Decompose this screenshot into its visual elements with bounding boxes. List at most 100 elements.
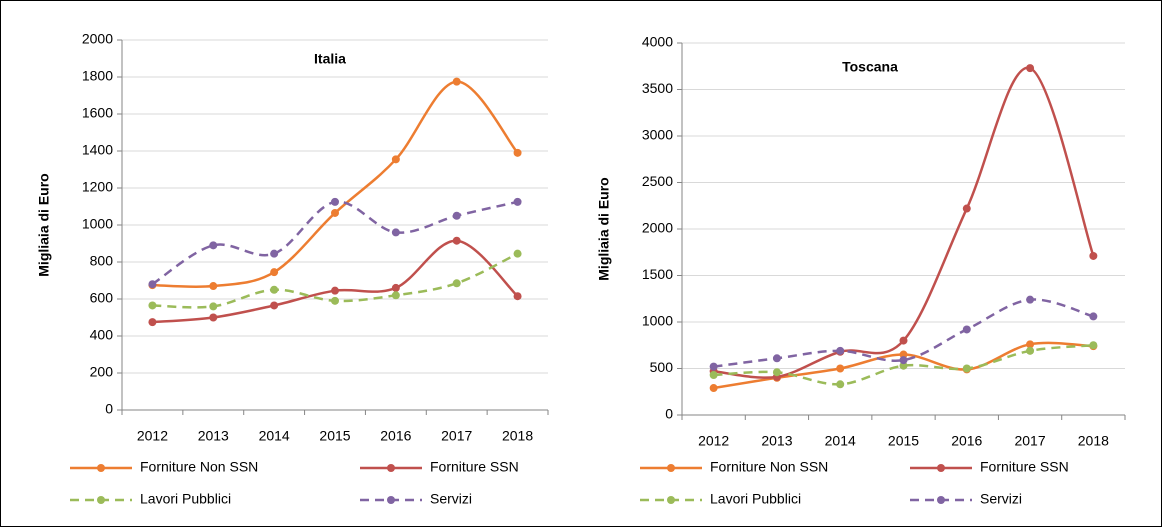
data-point (513, 249, 522, 258)
data-point (270, 285, 279, 294)
data-point (1089, 312, 1098, 321)
data-point (899, 361, 908, 370)
data-point (772, 368, 781, 377)
data-point (836, 380, 845, 389)
legend-label: Lavori Pubblici (140, 491, 231, 507)
x-tick-label: 2013 (761, 433, 792, 449)
data-point (452, 77, 461, 86)
data-point (209, 241, 218, 250)
legend-label: Lavori Pubblici (710, 491, 801, 507)
y-tick-label: 1000 (642, 313, 673, 329)
x-tick-label: 2015 (888, 433, 919, 449)
data-point (391, 283, 400, 292)
y-tick-label: 600 (90, 290, 114, 306)
data-point (513, 148, 522, 157)
data-point (899, 336, 908, 345)
data-point (709, 362, 718, 371)
x-tick-label: 2015 (319, 428, 350, 444)
y-tick-label: 500 (650, 359, 674, 375)
data-point (962, 204, 971, 213)
y-tick-label: 800 (90, 253, 114, 269)
y-axis-title: Migliaia di Euro (36, 173, 52, 276)
y-tick-label: 3500 (642, 80, 673, 96)
x-tick-label: 2018 (1078, 433, 1109, 449)
legend-label: Forniture SSN (430, 459, 519, 475)
legend-marker (937, 464, 945, 472)
data-point (513, 197, 522, 206)
data-point (270, 268, 279, 277)
data-point (209, 302, 218, 311)
y-tick-label: 1000 (82, 216, 113, 232)
data-point (391, 228, 400, 237)
data-point (148, 301, 157, 310)
x-tick-label: 2012 (698, 433, 729, 449)
data-point (513, 292, 522, 301)
data-point (331, 296, 339, 305)
legend-marker (937, 496, 945, 504)
y-tick-label: 3000 (642, 127, 673, 143)
x-tick-label: 2018 (502, 428, 533, 444)
chart-title: Italia (314, 51, 346, 67)
x-tick-label: 2017 (1014, 433, 1045, 449)
y-tick-label: 1800 (82, 68, 113, 84)
y-tick-label: 4000 (642, 34, 673, 50)
data-point (270, 249, 279, 258)
y-tick-label: 1400 (82, 142, 113, 158)
y-axis-title: Migliaia di Euro (596, 177, 612, 280)
x-tick-label: 2012 (137, 428, 168, 444)
legend-label: Forniture Non SSN (710, 459, 828, 475)
data-point (391, 155, 400, 164)
x-tick-label: 2014 (259, 428, 290, 444)
x-tick-label: 2014 (825, 433, 856, 449)
data-point (836, 346, 845, 355)
legend-label: Forniture Non SSN (140, 459, 258, 475)
x-tick-label: 2017 (441, 428, 472, 444)
legend-marker (387, 496, 395, 504)
data-point (962, 325, 971, 334)
data-point (209, 282, 218, 291)
data-point (709, 371, 718, 380)
legend-marker (667, 464, 675, 472)
data-point (148, 280, 157, 289)
x-tick-label: 2016 (951, 433, 982, 449)
y-tick-label: 0 (105, 401, 113, 417)
y-tick-label: 200 (90, 364, 114, 380)
x-tick-label: 2016 (380, 428, 411, 444)
y-tick-label: 2500 (642, 173, 673, 189)
y-tick-label: 0 (665, 406, 673, 422)
data-point (1026, 295, 1035, 304)
legend-label: Forniture SSN (980, 459, 1069, 475)
data-point (391, 291, 400, 300)
data-point (1026, 64, 1035, 73)
legend-marker (97, 464, 105, 472)
data-point (1026, 340, 1035, 349)
y-tick-label: 1600 (82, 105, 113, 121)
data-point (270, 301, 279, 310)
y-tick-label: 2000 (82, 31, 113, 47)
legend-marker (97, 496, 105, 504)
data-point (1026, 346, 1035, 355)
y-tick-label: 2000 (642, 220, 673, 236)
data-point (899, 350, 908, 359)
data-point (772, 354, 781, 363)
data-point (709, 384, 718, 393)
data-point (331, 286, 339, 295)
data-point (452, 236, 461, 245)
data-point (331, 197, 339, 206)
data-point (836, 364, 845, 373)
legend-marker (387, 464, 395, 472)
data-point (452, 211, 461, 220)
data-point (331, 208, 339, 217)
y-tick-label: 1500 (642, 266, 673, 282)
data-point (1089, 341, 1098, 350)
data-point (209, 313, 218, 322)
y-tick-label: 1200 (82, 179, 113, 195)
data-point (962, 364, 971, 373)
x-tick-label: 2013 (198, 428, 229, 444)
data-point (452, 279, 461, 288)
data-point (1089, 251, 1098, 260)
y-tick-label: 400 (90, 327, 114, 343)
chart-title: Toscana (842, 59, 898, 75)
